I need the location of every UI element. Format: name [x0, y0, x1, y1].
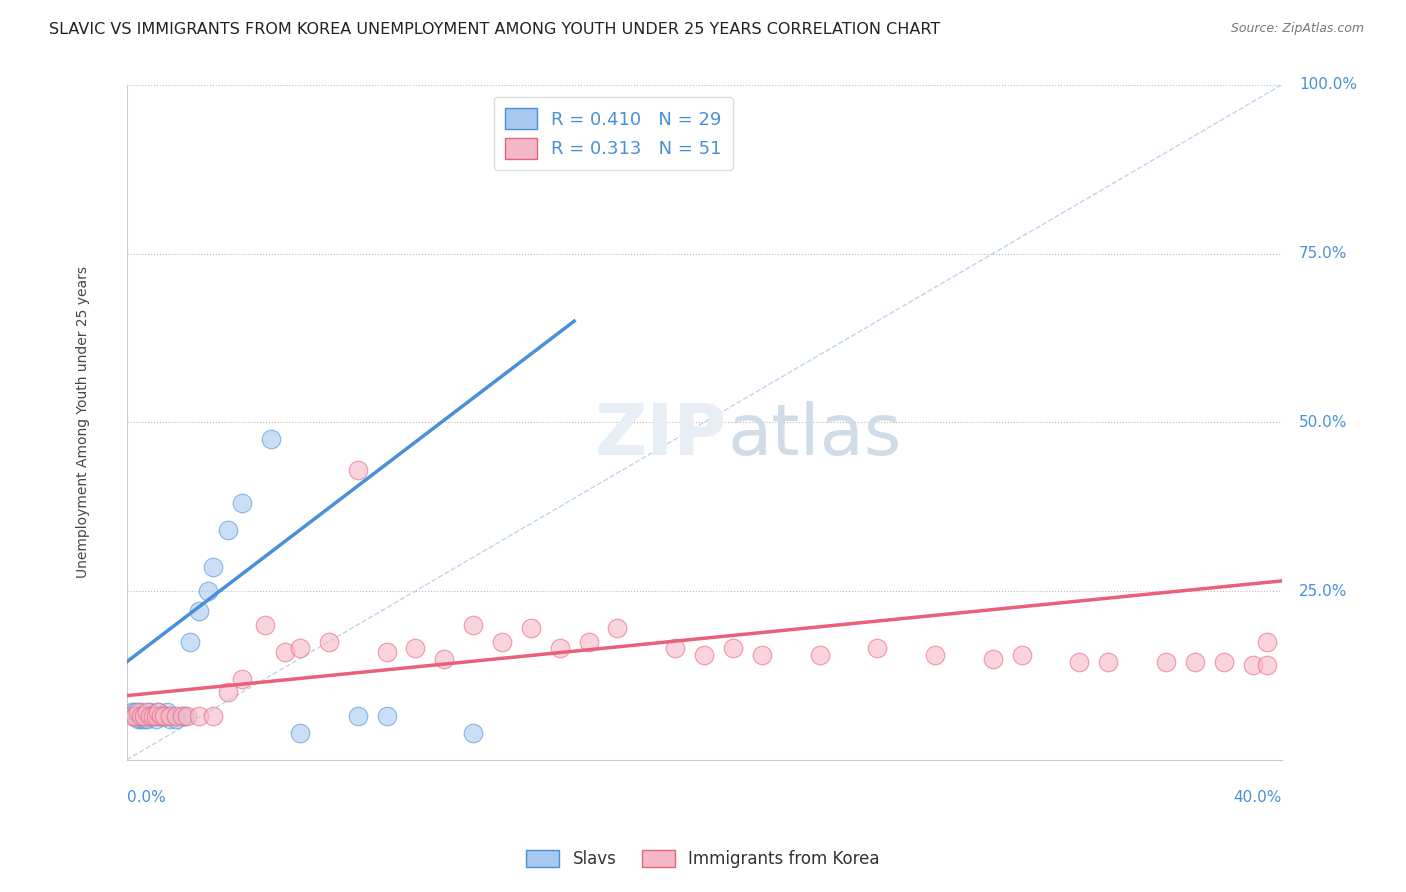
Point: [924, 648, 946, 662]
Point: [124, 709, 146, 723]
Point: [217, 524, 239, 538]
Point: [170, 709, 193, 723]
Point: [1184, 655, 1206, 669]
Point: [346, 462, 368, 476]
Point: [231, 496, 253, 510]
Point: [135, 712, 157, 726]
Point: [156, 706, 179, 720]
Text: 40.0%: 40.0%: [1233, 790, 1281, 805]
Point: [159, 709, 181, 723]
Point: [165, 712, 187, 726]
Point: [1212, 655, 1234, 669]
Point: [150, 709, 173, 723]
Point: [288, 725, 311, 739]
Point: [288, 641, 311, 656]
Point: [153, 709, 176, 723]
Point: [202, 709, 225, 723]
Point: [173, 709, 195, 723]
Point: [1256, 634, 1278, 648]
Point: [165, 709, 187, 723]
Point: [159, 712, 181, 726]
Point: [148, 706, 170, 720]
Point: [664, 641, 686, 656]
Point: [148, 706, 170, 720]
Point: [463, 725, 485, 739]
Text: atlas: atlas: [727, 401, 901, 470]
Point: [139, 709, 162, 723]
Point: [145, 712, 167, 726]
Text: SLAVIC VS IMMIGRANTS FROM KOREA UNEMPLOYMENT AMONG YOUTH UNDER 25 YEARS CORRELAT: SLAVIC VS IMMIGRANTS FROM KOREA UNEMPLOY…: [49, 22, 941, 37]
Point: [142, 709, 165, 723]
Point: [1256, 658, 1278, 673]
Point: [121, 706, 143, 720]
Point: [197, 584, 219, 599]
Point: [129, 712, 152, 726]
Point: [721, 641, 744, 656]
Point: [274, 645, 297, 659]
Text: 25.0%: 25.0%: [1299, 583, 1347, 599]
Text: Source: ZipAtlas.com: Source: ZipAtlas.com: [1230, 22, 1364, 36]
Point: [202, 560, 225, 574]
Point: [404, 641, 426, 656]
Point: [1069, 655, 1091, 669]
Point: [153, 709, 176, 723]
Point: [187, 709, 209, 723]
Point: [318, 634, 340, 648]
Point: [127, 712, 149, 726]
Point: [179, 634, 201, 648]
Point: [127, 706, 149, 720]
Point: [1011, 648, 1033, 662]
Point: [254, 617, 277, 632]
Point: [132, 712, 155, 726]
Point: [150, 709, 173, 723]
Point: [142, 709, 165, 723]
Text: ZIP: ZIP: [595, 401, 727, 470]
Point: [176, 709, 198, 723]
Point: [520, 621, 543, 635]
Point: [693, 648, 716, 662]
Point: [1097, 655, 1119, 669]
Point: [346, 709, 368, 723]
Point: [132, 709, 155, 723]
Point: [145, 709, 167, 723]
Point: [1154, 655, 1177, 669]
Point: [463, 617, 485, 632]
Point: [751, 648, 773, 662]
Text: 50.0%: 50.0%: [1299, 415, 1347, 430]
Point: [187, 604, 209, 618]
Text: 0.0%: 0.0%: [127, 790, 166, 805]
Point: [121, 709, 143, 723]
Legend: R = 0.410   N = 29, R = 0.313   N = 51: R = 0.410 N = 29, R = 0.313 N = 51: [494, 97, 733, 169]
Point: [491, 634, 513, 648]
Text: Unemployment Among Youth under 25 years: Unemployment Among Youth under 25 years: [76, 267, 90, 578]
Point: [124, 706, 146, 720]
Point: [260, 432, 283, 446]
Point: [433, 651, 456, 665]
Text: 100.0%: 100.0%: [1299, 78, 1357, 93]
Point: [129, 706, 152, 720]
Point: [981, 651, 1004, 665]
Point: [217, 685, 239, 699]
Point: [808, 648, 831, 662]
Point: [606, 621, 628, 635]
Point: [139, 709, 162, 723]
Point: [578, 634, 600, 648]
Point: [866, 641, 889, 656]
Text: 75.0%: 75.0%: [1299, 246, 1347, 261]
Point: [139, 706, 162, 720]
Point: [129, 709, 152, 723]
Legend: Slavs, Immigrants from Korea: Slavs, Immigrants from Korea: [519, 843, 887, 875]
Point: [375, 709, 398, 723]
Point: [1241, 658, 1264, 673]
Point: [135, 706, 157, 720]
Point: [375, 645, 398, 659]
Point: [548, 641, 571, 656]
Point: [231, 672, 253, 686]
